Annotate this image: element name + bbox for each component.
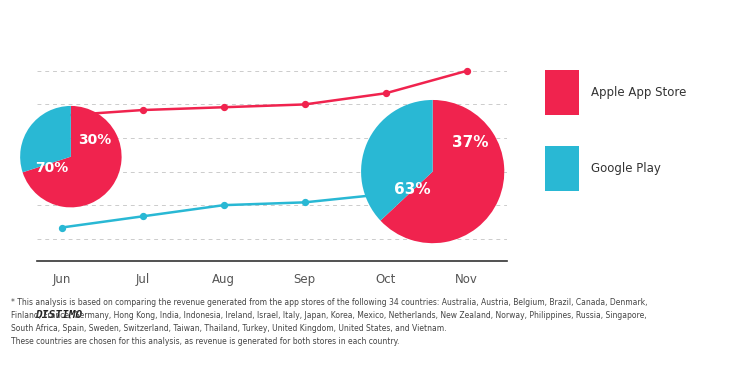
Text: 63%: 63% xyxy=(395,182,431,197)
Text: Google Play: Google Play xyxy=(591,162,661,175)
Point xyxy=(137,213,148,219)
Wedge shape xyxy=(20,106,71,172)
Text: 30%: 30% xyxy=(78,134,112,147)
Point xyxy=(298,101,310,107)
Point xyxy=(56,225,68,231)
Bar xyxy=(545,70,580,115)
Point xyxy=(137,107,148,113)
Point xyxy=(461,68,473,74)
Point xyxy=(218,104,230,110)
Text: Apple App Store: Apple App Store xyxy=(591,86,686,99)
Point xyxy=(461,180,473,186)
Point xyxy=(56,113,68,119)
Wedge shape xyxy=(361,100,433,220)
Text: 70%: 70% xyxy=(35,161,68,175)
Point xyxy=(380,90,392,96)
Text: DISTIMO: DISTIMO xyxy=(35,310,82,320)
Point xyxy=(298,199,310,205)
Text: 37%: 37% xyxy=(451,135,488,150)
Bar xyxy=(545,146,580,191)
Wedge shape xyxy=(22,106,122,207)
Point xyxy=(218,202,230,208)
Text: * This analysis is based on comparing the revenue generated from the app stores : * This analysis is based on comparing th… xyxy=(11,298,648,346)
Point xyxy=(380,191,392,197)
Wedge shape xyxy=(380,100,504,243)
